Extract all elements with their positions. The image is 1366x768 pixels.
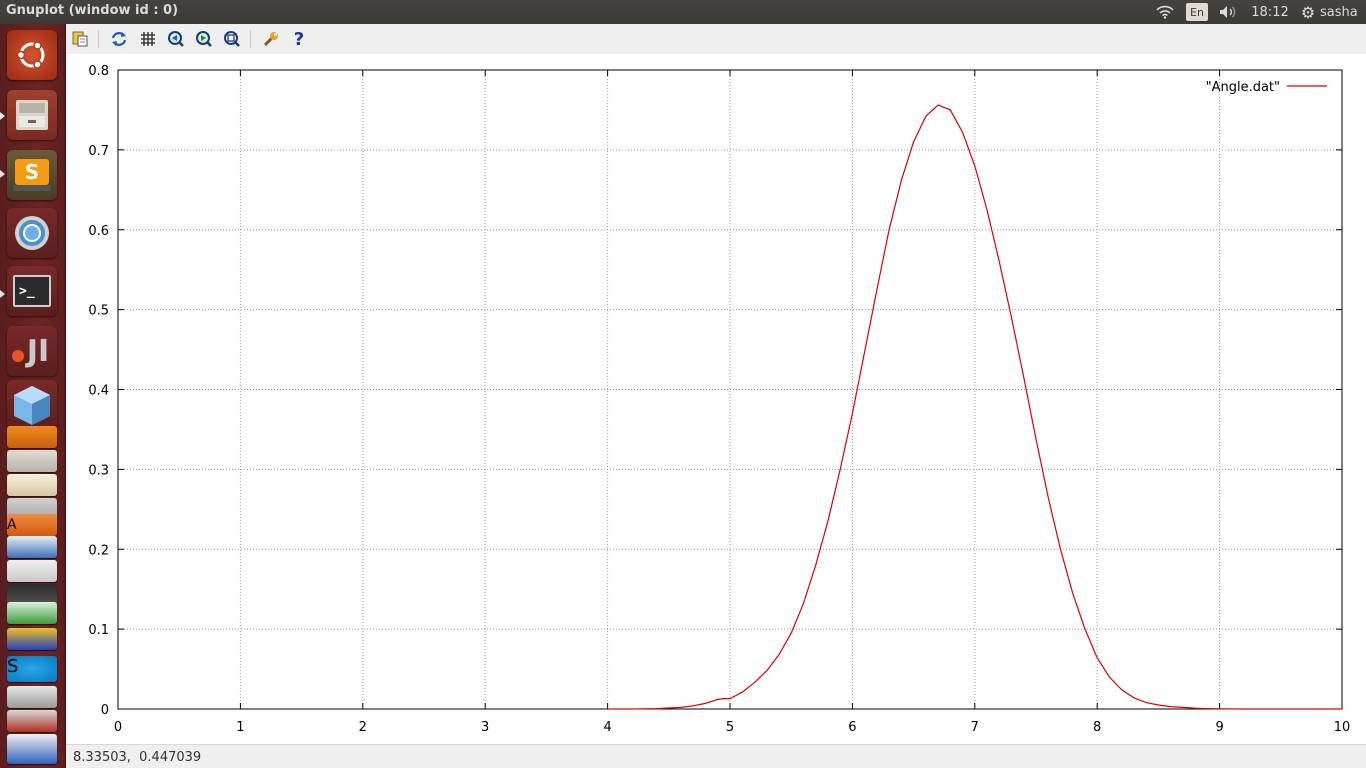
plot-area[interactable]: 0 1 2 3 4 5 6 7 8 9 10 0 0.1 0.2 0.3 0.4 0.5 0.6 0.7 0.8 "… — [66, 54, 1366, 744]
terminal-icon[interactable]: >_ — [7, 266, 57, 316]
system-tool-icon[interactable] — [7, 710, 57, 732]
session-gear-icon[interactable]: ⚙ — [1300, 2, 1316, 22]
y-tick-label: 0.8 — [88, 64, 109, 79]
y-tick-label: 0.7 — [88, 144, 109, 159]
legend-label: "Angle.dat" — [1206, 80, 1280, 95]
y-tick-label: 0.6 — [88, 224, 109, 239]
running-indicator — [0, 170, 5, 178]
wifi-icon[interactable] — [1154, 0, 1176, 24]
skype-letter: S — [7, 656, 19, 677]
y-tick-label: 0.2 — [88, 543, 109, 558]
task-icon[interactable] — [7, 584, 57, 606]
libreoffice-calc-icon[interactable] — [7, 602, 57, 624]
y-tick-label: 0 — [101, 703, 109, 718]
x-tick-label: 0 — [114, 720, 122, 735]
x-tick-label: 9 — [1215, 720, 1223, 735]
x-tick-label: 7 — [971, 720, 979, 735]
y-tick-label: 0.5 — [88, 304, 109, 319]
x-tick-label: 10 — [1334, 720, 1351, 735]
jetbrains-letters: JI — [26, 333, 50, 369]
file-manager-icon[interactable] — [7, 90, 57, 140]
x-tick-label: 3 — [481, 720, 489, 735]
y-tick-label: 0.1 — [88, 623, 109, 638]
config-wrench-icon[interactable] — [260, 28, 282, 50]
toolbar-separator — [250, 30, 251, 48]
virtualbox-icon[interactable] — [7, 380, 57, 430]
previous-zoom-icon[interactable] — [165, 28, 187, 50]
x-tick-label: 1 — [236, 720, 244, 735]
help-icon[interactable]: ? — [293, 28, 305, 50]
gnuplot-chart[interactable]: 0 1 2 3 4 5 6 7 8 9 10 0 0.1 0.2 0.3 0.4 0.5 0.6 0.7 0.8 "… — [66, 54, 1366, 744]
x-tick-labels: 0 1 2 3 4 5 6 7 8 9 10 — [114, 720, 1350, 735]
y-tick-label: 0.4 — [88, 384, 109, 399]
grid-icon[interactable] — [137, 28, 159, 50]
series-layer — [607, 104, 1342, 710]
x-tick-label: 4 — [603, 720, 611, 735]
axis-ticks — [117, 69, 1343, 710]
y-tick-label: 0.3 — [88, 463, 109, 478]
y-tick-labels: 0 0.1 0.2 0.3 0.4 0.5 0.6 0.7 0.8 — [88, 64, 109, 718]
sublime-letter: S — [24, 160, 40, 184]
text-editor-icon[interactable] — [7, 560, 57, 582]
running-indicator — [0, 112, 5, 120]
chromium-icon[interactable] — [7, 208, 57, 258]
autoscale-icon[interactable] — [221, 28, 243, 50]
toolbar: ? — [66, 24, 1366, 54]
keyboard-layout-indicator[interactable]: En — [1186, 3, 1208, 21]
series-line — [607, 104, 1342, 710]
window-title: Gnuplot (window id : 0) — [6, 3, 179, 18]
disk-icon[interactable] — [7, 686, 57, 708]
toolbar-separator — [98, 30, 99, 48]
vlc-icon[interactable] — [7, 426, 57, 448]
status-bar: 8.33503, 0.447039 — [66, 744, 1366, 768]
replot-icon[interactable] — [108, 28, 130, 50]
clock[interactable]: 18:12 — [1251, 4, 1289, 20]
x-tick-label: 8 — [1093, 720, 1101, 735]
sublime-text-icon[interactable]: S — [7, 150, 57, 200]
x-tick-label: 5 — [726, 720, 734, 735]
top-panel: Gnuplot (window id : 0) En 18:12 ⚙ sasha — [0, 0, 1366, 24]
audio-editor-icon[interactable] — [7, 628, 57, 650]
x-tick-label: 2 — [359, 720, 367, 735]
volume-icon[interactable] — [1218, 0, 1240, 24]
software-center-icon[interactable]: A — [7, 514, 57, 536]
mouse-coordinates: 8.33503, 0.447039 — [73, 750, 202, 765]
grid-lines — [118, 70, 1342, 709]
ubuntu-dash-icon[interactable] — [7, 30, 57, 80]
jetbrains-icon[interactable]: JI — [7, 326, 57, 376]
skype-icon[interactable]: S — [7, 656, 57, 682]
legend: "Angle.dat" — [1206, 80, 1327, 95]
software-center-letter: A — [7, 517, 17, 533]
launcher: S >_ JI A — [0, 24, 66, 768]
terminal-prompt: >_ — [19, 283, 35, 299]
image-viewer-icon[interactable] — [7, 474, 57, 496]
libreoffice-writer-icon[interactable] — [7, 536, 57, 558]
disk-utility-icon[interactable] — [7, 450, 57, 472]
libreoffice-impress-icon[interactable] — [7, 734, 57, 764]
next-zoom-icon[interactable] — [193, 28, 215, 50]
x-tick-label: 6 — [848, 720, 856, 735]
user-name[interactable]: sasha — [1320, 4, 1358, 20]
copy-to-clipboard-icon[interactable] — [69, 28, 91, 50]
running-indicator — [0, 290, 5, 298]
